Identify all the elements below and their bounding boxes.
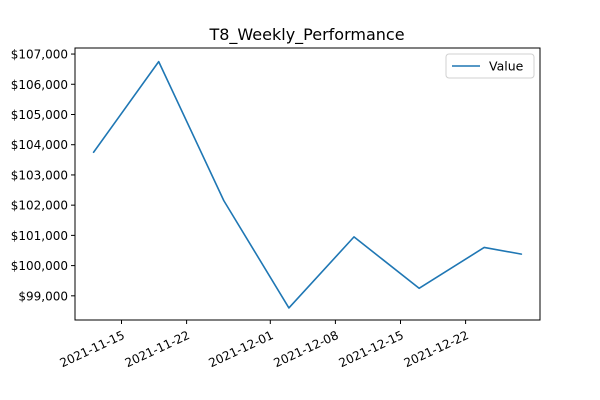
series-layer [92, 60, 523, 309]
y-tick-label: $107,000 [11, 48, 68, 62]
legend-label: Value [489, 59, 524, 74]
x-tick-label: 2021-12-22 [402, 328, 471, 370]
x-tick-label: 2021-12-08 [272, 328, 341, 370]
chart-title: T8_Weekly_Performance [208, 25, 404, 45]
plot-area [74, 47, 541, 321]
y-tick-label: $99,000 [18, 289, 68, 303]
y-tick-label: $106,000 [11, 78, 68, 92]
y-tick-label: $101,000 [11, 229, 68, 243]
legend-box [445, 53, 535, 79]
x-tick-label: 2021-11-22 [123, 328, 192, 370]
y-tick-label: $104,000 [11, 138, 68, 152]
x-tick-label: 2021-12-15 [337, 328, 406, 370]
y-tick-label: $102,000 [11, 199, 68, 213]
legend: Value [445, 53, 535, 79]
y-tick-label: $103,000 [11, 168, 68, 182]
y-tick-label: $105,000 [11, 108, 68, 122]
x-tick-label: 2021-11-15 [58, 328, 127, 370]
series-line-0 [92, 60, 523, 309]
y-tick-label: $100,000 [11, 259, 68, 273]
y-axis: $99,000 $100,000 $101,000 $102,000 $103,000 $… [11, 48, 75, 303]
x-tick-label: 2021-12-01 [206, 328, 275, 370]
